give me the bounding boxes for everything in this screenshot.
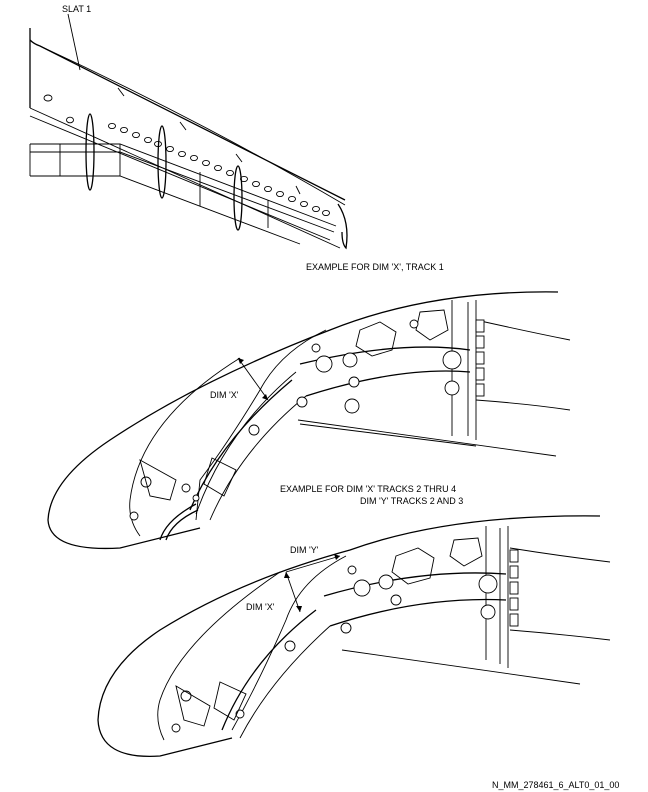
section-track-1 xyxy=(47,291,571,550)
section-tracks-2-4 xyxy=(97,515,611,758)
dim-x-label-upper: DIM 'X' xyxy=(210,390,239,400)
wing-slat-overview xyxy=(29,13,348,250)
slat-1-label: SLAT 1 xyxy=(62,4,92,14)
dim-y-label: DIM 'Y' xyxy=(290,545,319,555)
example-tracks-caption-line2: DIM 'Y' TRACKS 2 AND 3 xyxy=(360,496,464,506)
dim-x-label-lower: DIM 'X' xyxy=(246,602,275,612)
example-tracks-caption-line1: EXAMPLE FOR DIM 'X' TRACKS 2 THRU 4 xyxy=(280,484,457,494)
example-track-1-caption: EXAMPLE FOR DIM 'X', TRACK 1 xyxy=(306,262,444,272)
drawing-id: N_MM_278461_6_ALT0_01_00 xyxy=(492,780,620,790)
